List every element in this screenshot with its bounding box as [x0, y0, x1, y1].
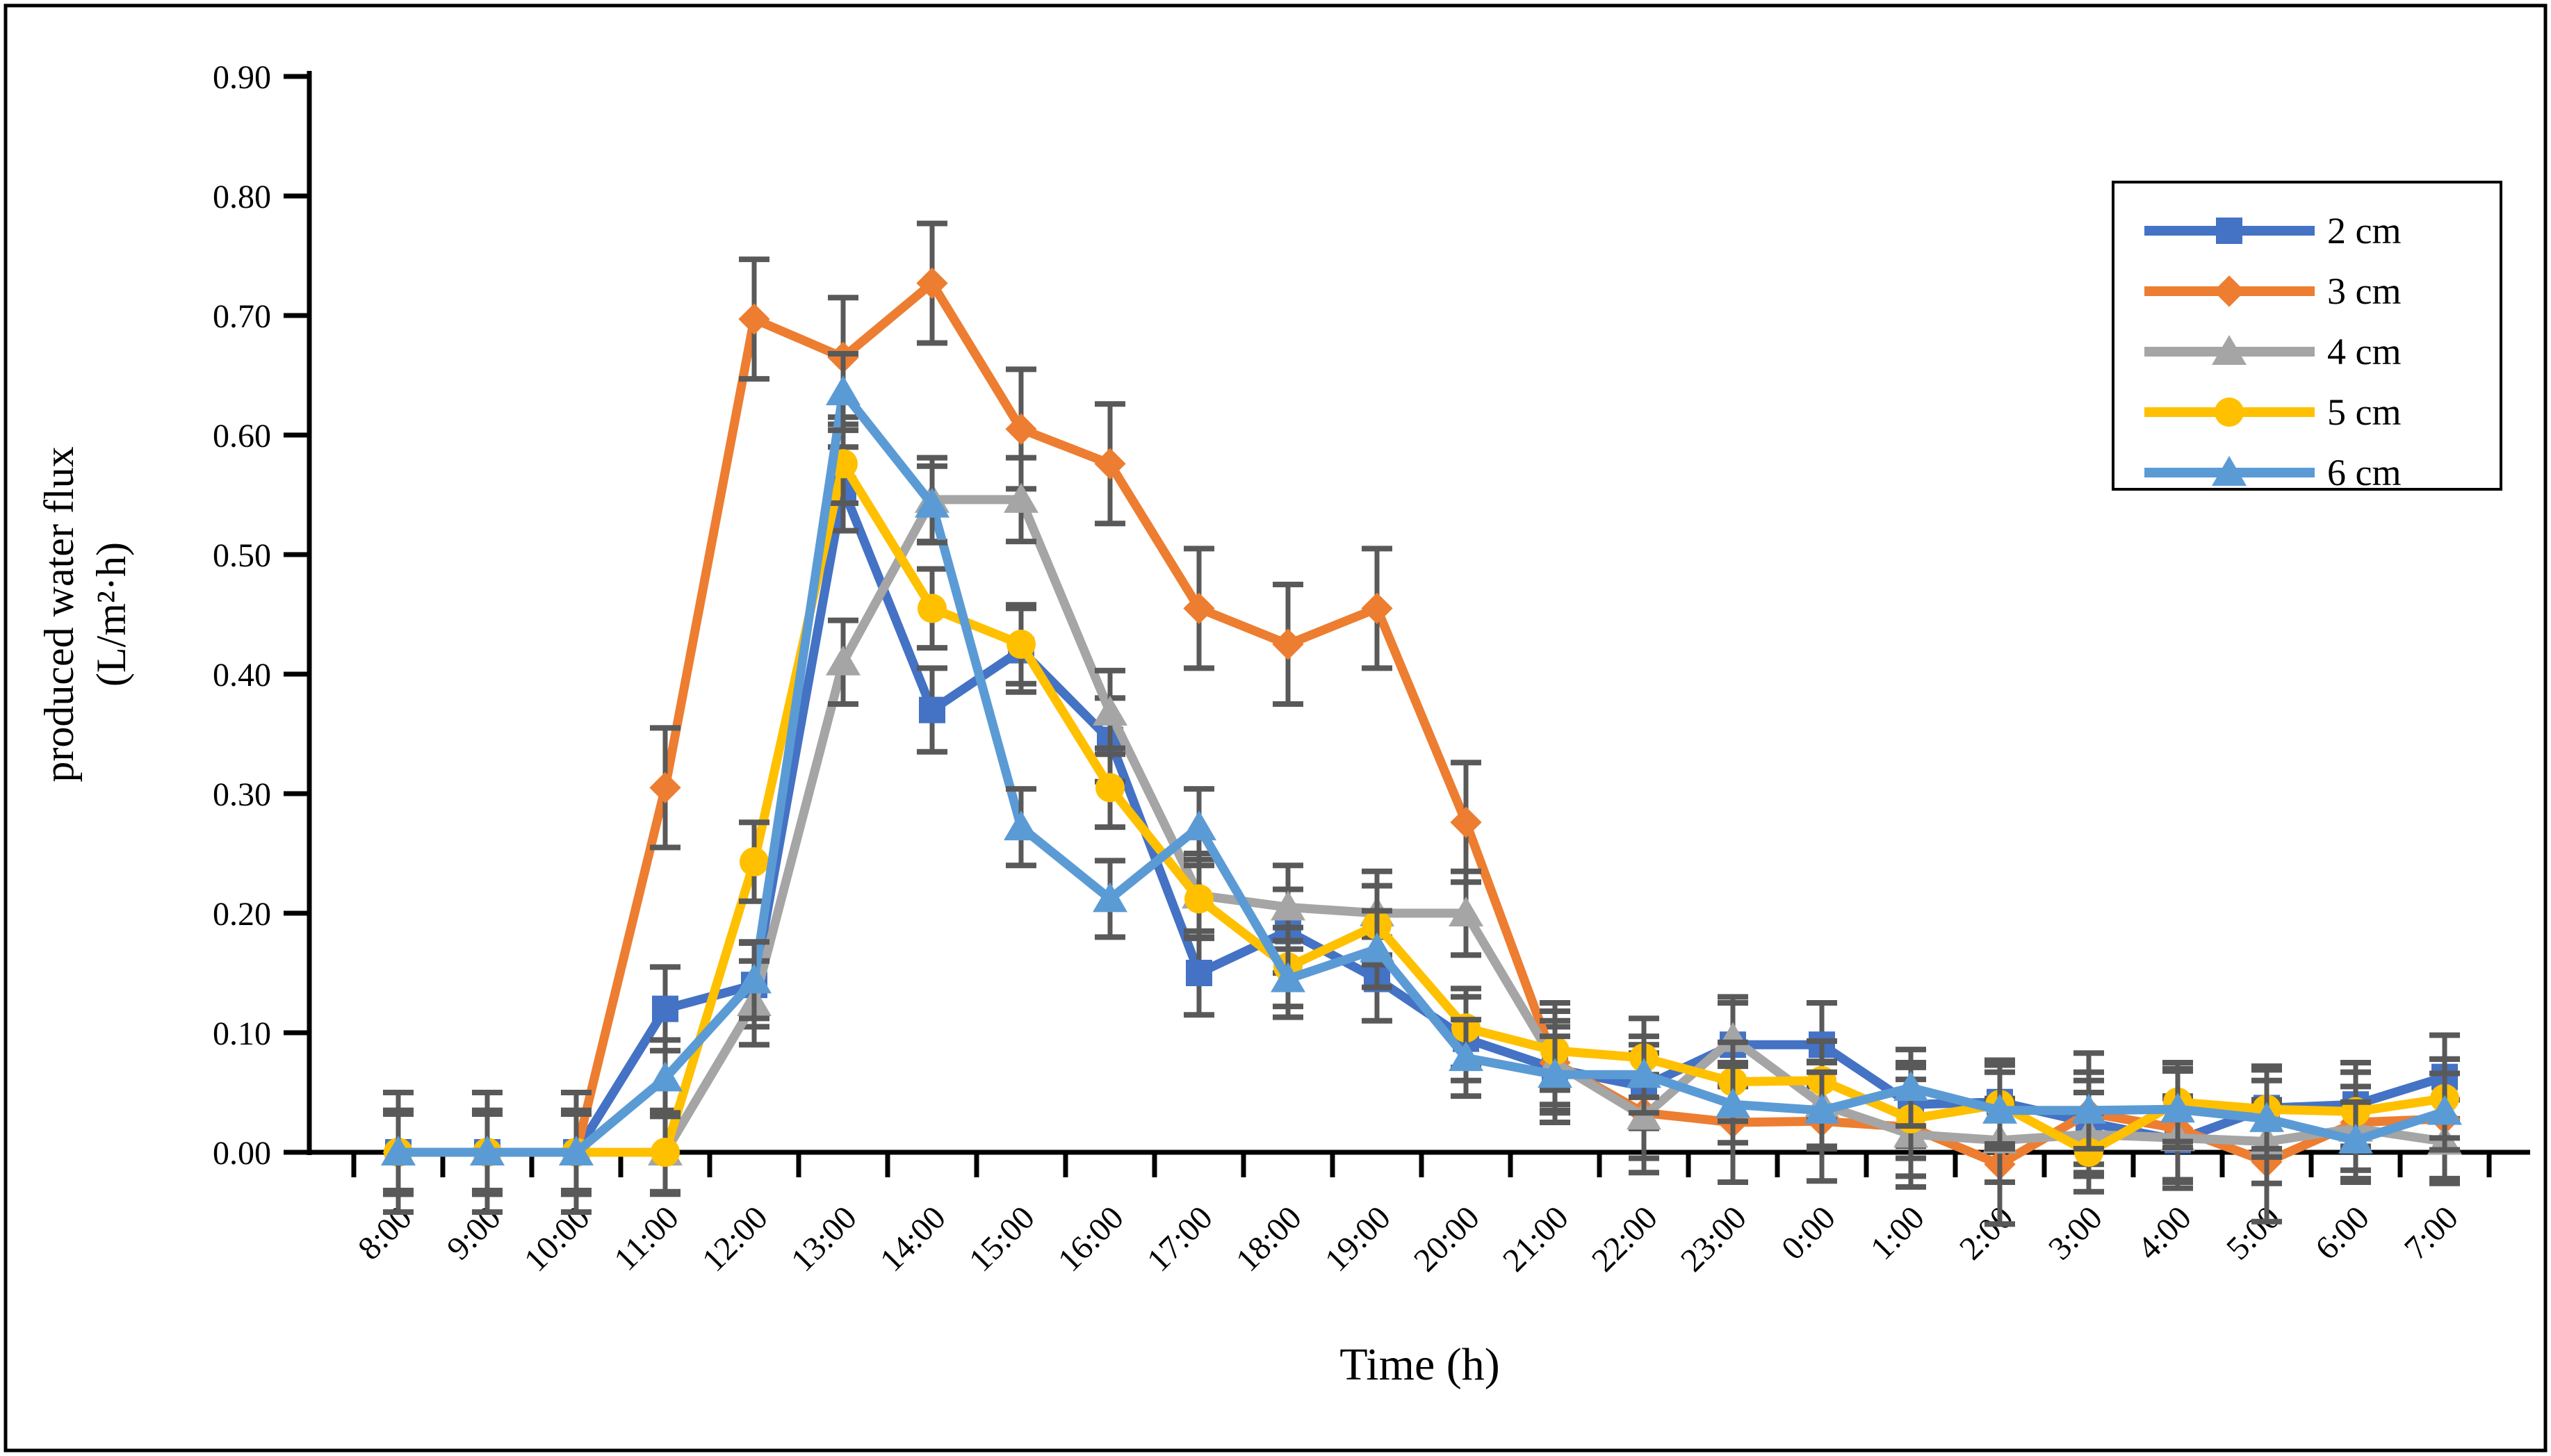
data-point-marker — [1184, 884, 1214, 914]
data-point-marker — [2427, 1095, 2462, 1125]
data-point-marker — [1715, 1088, 1750, 1118]
series-line — [393, 387, 2450, 1157]
data-point-marker — [740, 847, 769, 877]
data-point-marker — [1004, 810, 1038, 841]
data-point-marker — [2074, 1138, 2103, 1167]
figure-border — [3, 3, 2548, 1453]
data-point-marker — [1360, 932, 1394, 963]
y-tick-label: 0.30 — [213, 776, 271, 813]
data-point-marker — [1183, 592, 1215, 625]
data-point-marker — [826, 375, 861, 406]
data-point-marker — [1538, 1058, 1572, 1088]
data-point-marker — [1804, 1093, 1839, 1124]
legend: 2 cm 3 cm 4 cm 5 cm 6 cm — [2112, 181, 2502, 493]
data-point-marker — [826, 645, 861, 676]
data-point-marker — [1449, 897, 1483, 926]
data-point-marker — [1271, 890, 1305, 921]
x-axis-title: Time (h) — [1339, 1339, 1499, 1390]
y-tick-label: 0.00 — [213, 1135, 271, 1172]
y-axis-title-line2: (L/m²·h) — [88, 542, 134, 687]
legend-label: 6 cm — [2327, 452, 2401, 493]
legend-marker — [2216, 218, 2242, 244]
data-point-marker — [1182, 810, 1216, 841]
series-6cm — [381, 351, 2462, 1194]
data-point-marker — [915, 487, 950, 518]
y-tick-label: 0.60 — [213, 418, 271, 455]
y-tick-label: 0.10 — [213, 1015, 271, 1052]
data-point-marker — [1627, 1058, 1661, 1088]
y-tick-label: 0.90 — [213, 59, 271, 96]
legend-marker — [2215, 398, 2244, 427]
data-point-marker — [1006, 630, 1036, 659]
y-tick-label: 0.20 — [213, 896, 271, 933]
data-point-marker — [1004, 482, 1038, 513]
data-point-marker — [2160, 1093, 2195, 1123]
legend-marker — [2212, 335, 2247, 365]
y-tick-label: 0.40 — [213, 657, 271, 694]
data-point-marker — [1093, 882, 1127, 913]
data-point-marker — [470, 1136, 505, 1165]
legend-label: 3 cm — [2327, 270, 2401, 312]
data-point-marker — [1982, 1093, 2017, 1124]
y-axis-title-line1: produced water flux — [36, 446, 82, 782]
data-point-marker — [1450, 806, 1482, 838]
data-point-marker — [2338, 1123, 2373, 1154]
data-point-marker — [648, 1061, 683, 1092]
y-tick-label: 0.50 — [213, 537, 271, 574]
data-point-marker — [559, 1136, 594, 1165]
data-point-marker — [1186, 960, 1212, 986]
legend-label: 2 cm — [2327, 210, 2401, 252]
data-point-marker — [1094, 448, 1126, 480]
data-point-marker — [1005, 413, 1037, 445]
data-point-marker — [381, 1136, 416, 1165]
data-point-marker — [919, 696, 945, 723]
series-line — [393, 495, 2450, 1157]
data-point-marker — [737, 963, 772, 994]
data-point-marker — [1271, 962, 1305, 992]
data-point-marker — [1449, 1041, 1483, 1072]
y-tick-label: 0.80 — [213, 179, 271, 215]
series-line — [393, 459, 2450, 1157]
data-point-marker — [1272, 628, 1304, 660]
data-point-marker — [649, 771, 681, 804]
data-point-marker — [1093, 696, 1127, 726]
data-point-marker — [2071, 1093, 2106, 1124]
data-point-marker — [2249, 1102, 2284, 1132]
data-point-marker — [652, 995, 678, 1022]
legend-label: 4 cm — [2327, 331, 2401, 373]
data-point-marker — [918, 594, 947, 623]
data-point-marker — [651, 1138, 680, 1167]
y-tick-label: 0.70 — [213, 298, 271, 335]
data-point-marker — [1095, 773, 1125, 803]
data-point-marker — [1893, 1071, 1928, 1102]
legend-label: 5 cm — [2327, 391, 2401, 433]
legend-marker — [2212, 456, 2247, 486]
data-point-marker — [1361, 592, 1393, 625]
